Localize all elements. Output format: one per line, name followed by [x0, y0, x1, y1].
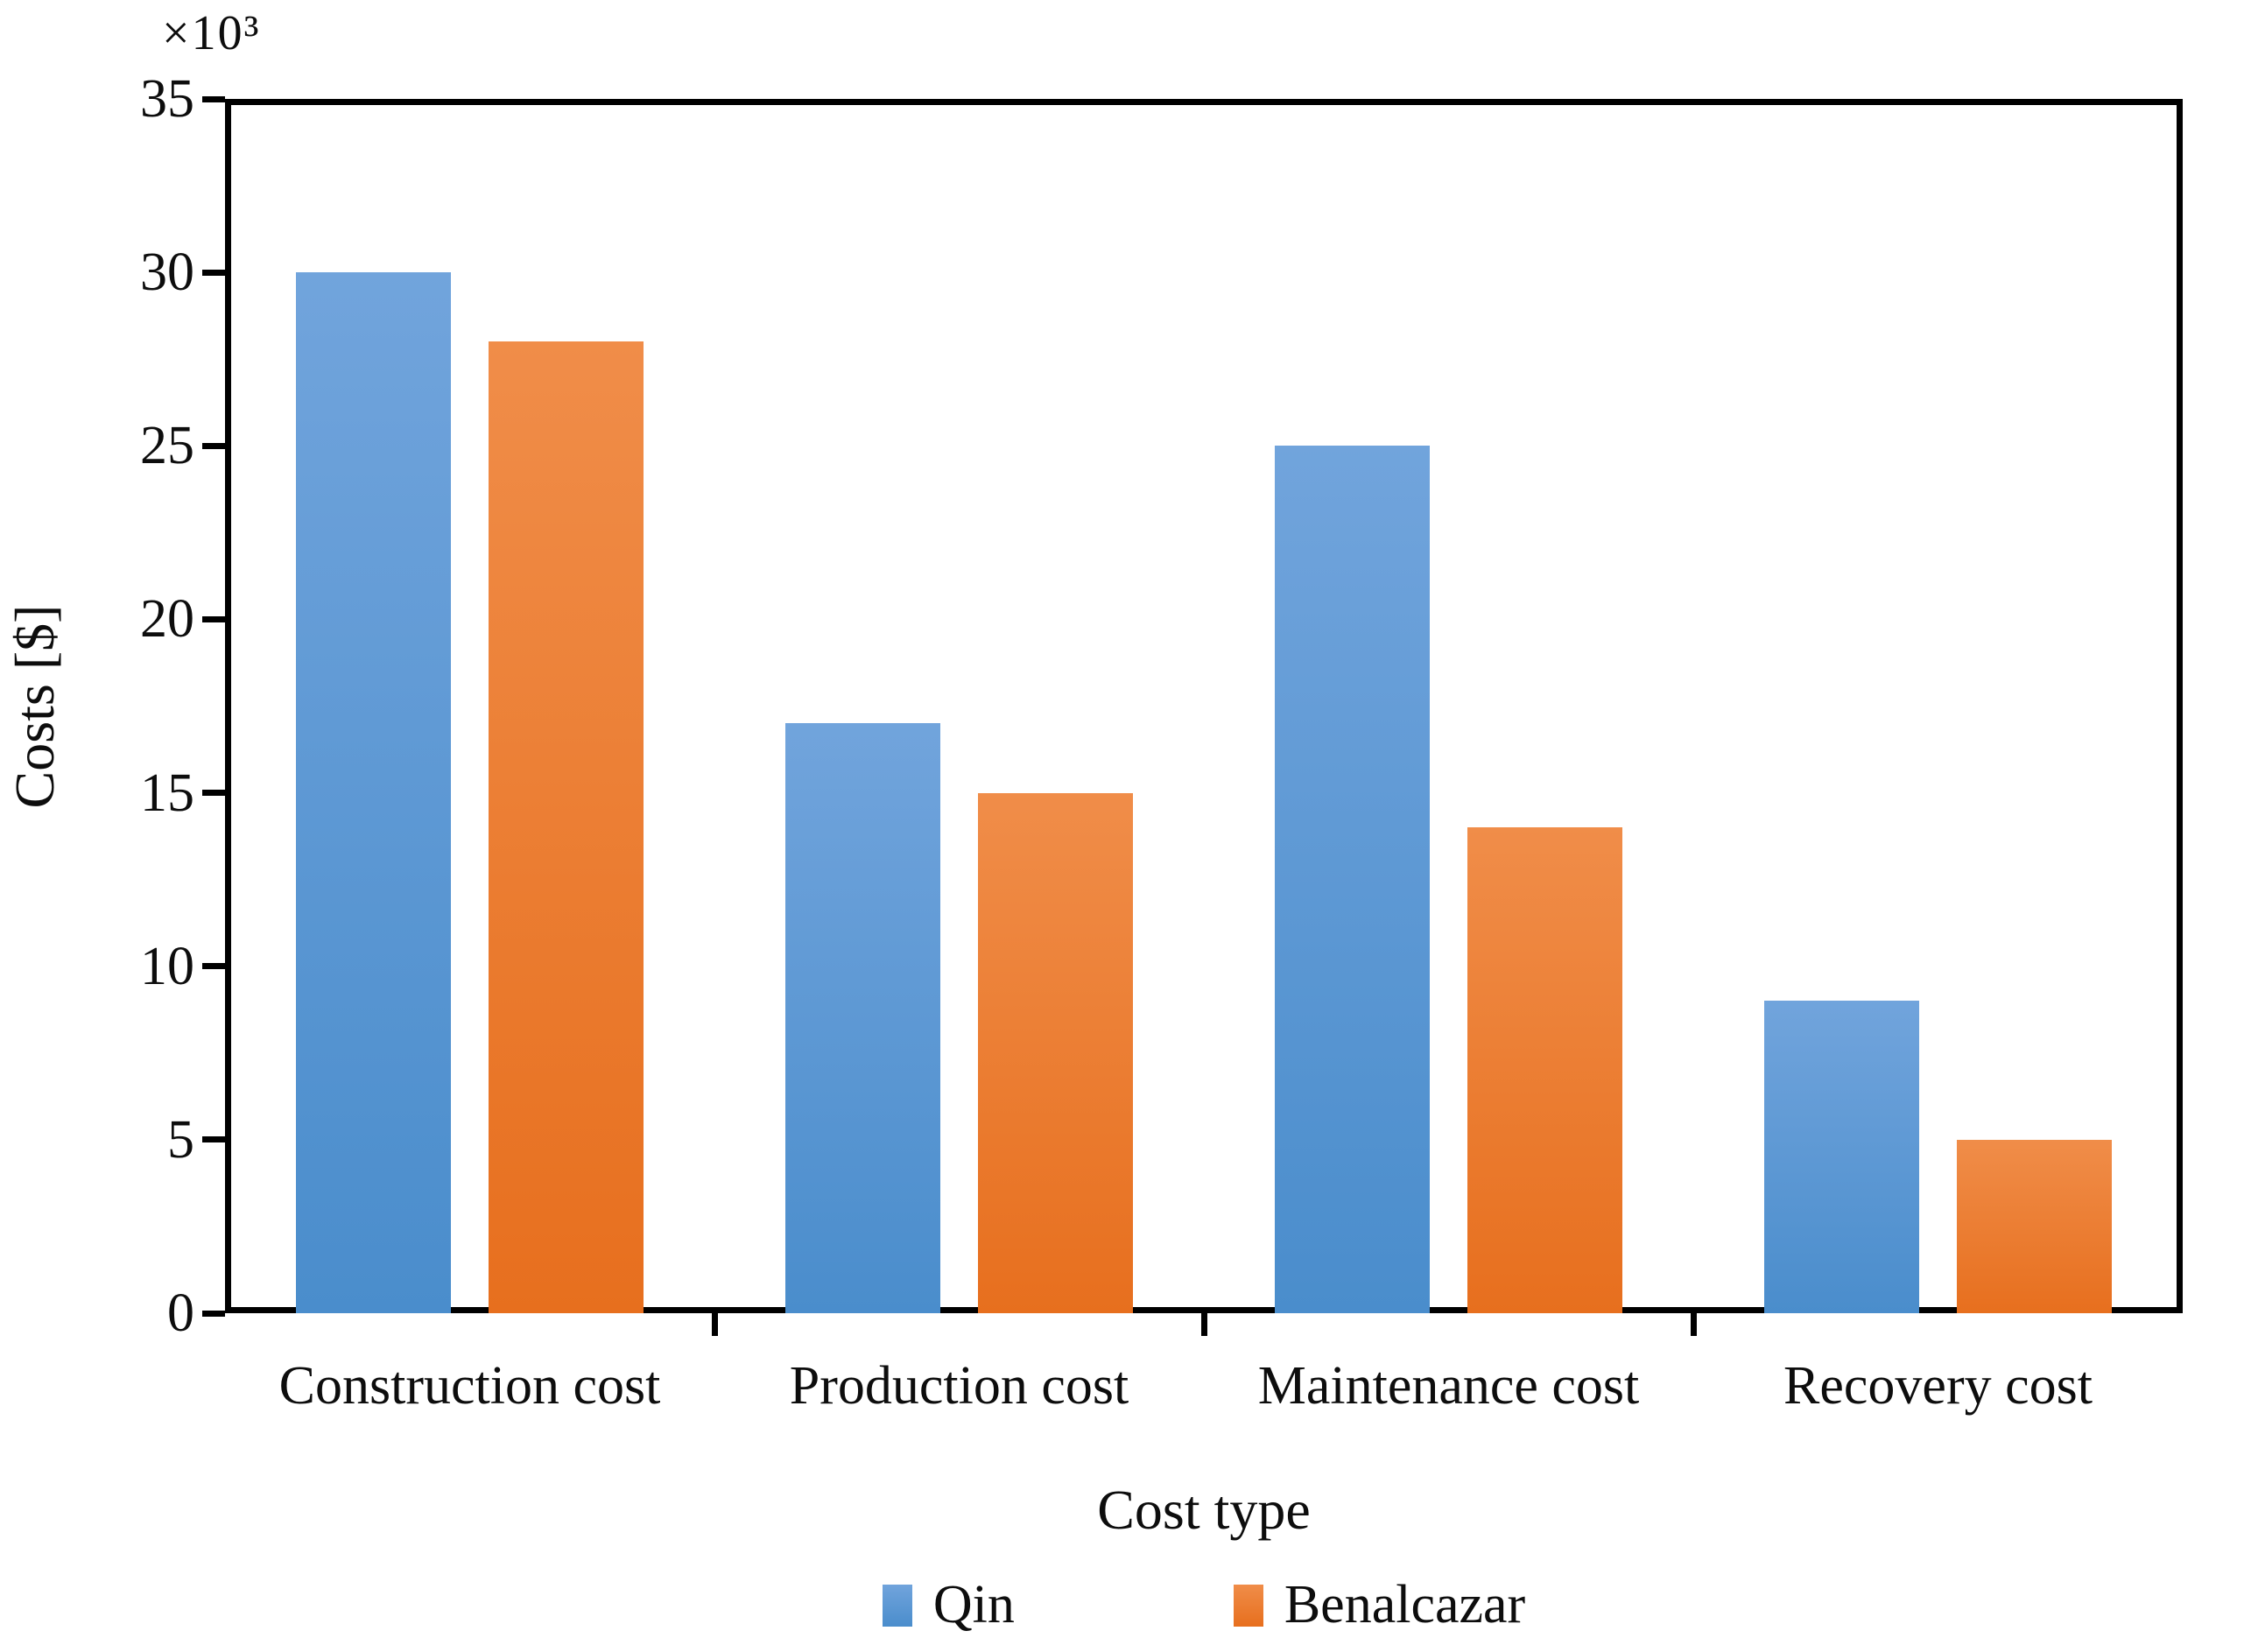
bar-benalcazar-construction-cost: [489, 341, 644, 1313]
bar-qin-production-cost: [785, 723, 940, 1313]
x-tick-mark-1: [711, 1313, 718, 1336]
bar-benalcazar-maintenance-cost: [1467, 827, 1622, 1313]
legend-swatch-benalcazar: [1233, 1584, 1263, 1627]
legend-item-qin: Qin: [882, 1574, 1015, 1636]
legend-label-qin: Qin: [932, 1575, 1015, 1634]
bar-benalcazar-production-cost: [978, 792, 1133, 1313]
legend-item-benalcazar: Benalcazar: [1233, 1574, 1526, 1636]
y-tick-mark-35: [202, 95, 225, 102]
y-axis-multiplier-label: ×10³: [162, 6, 261, 60]
y-tick-label-10: 10: [140, 936, 194, 996]
x-tick-mark-3: [1690, 1313, 1697, 1336]
y-tick-mark-5: [202, 1136, 225, 1143]
y-tick-label-5: 5: [167, 1109, 194, 1170]
y-tick-label-15: 15: [140, 763, 194, 823]
y-tick-label-25: 25: [140, 416, 194, 476]
y-tick-label-0: 0: [167, 1283, 194, 1343]
y-tick-mark-15: [202, 790, 225, 797]
y-tick-mark-30: [202, 269, 225, 276]
bar-benalcazar-recovery-cost: [1957, 1139, 2112, 1313]
y-tick-label-20: 20: [140, 589, 194, 650]
legend-swatch-qin: [882, 1584, 912, 1627]
bar-qin-construction-cost: [296, 272, 451, 1313]
legend: Qin Benalcazar: [225, 1574, 2183, 1636]
x-tick-mark-2: [1200, 1313, 1207, 1336]
y-tick-mark-20: [202, 615, 225, 622]
y-tick-mark-0: [202, 1310, 225, 1317]
category-label-recovery-cost: Recovery cost: [1783, 1356, 2093, 1416]
y-tick-label-30: 30: [140, 243, 194, 303]
y-tick-mark-10: [202, 963, 225, 970]
bar-qin-maintenance-cost: [1275, 446, 1430, 1313]
legend-label-benalcazar: Benalcazar: [1284, 1575, 1526, 1634]
bar-qin-recovery-cost: [1764, 1001, 1919, 1313]
y-axis-title: Costs [$]: [4, 604, 66, 809]
category-label-production-cost: Production cost: [789, 1356, 1129, 1416]
x-axis-title: Cost type: [1097, 1479, 1311, 1541]
category-label-construction-cost: Construction cost: [278, 1356, 661, 1416]
category-label-maintenance-cost: Maintenance cost: [1257, 1356, 1640, 1416]
y-tick-mark-25: [202, 442, 225, 449]
y-tick-label-35: 35: [140, 69, 194, 129]
